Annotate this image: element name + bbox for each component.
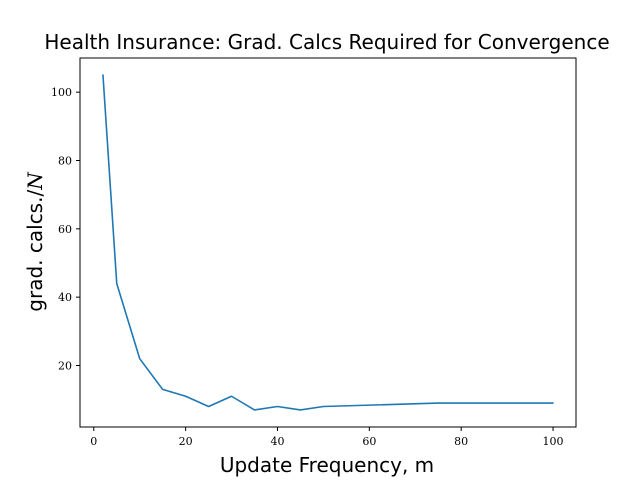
x-tick-label: 60 (362, 435, 376, 448)
x-tick-label: 0 (90, 435, 97, 448)
y-axis: 20 40 60 80 100 (51, 86, 80, 373)
y-tick-label: 60 (58, 223, 72, 236)
y-axis-label-prefix: grad. calcs./ (23, 190, 47, 312)
series-line-0 (102, 74, 554, 411)
y-tick-label: 20 (58, 360, 72, 373)
x-tick-label: 100 (543, 435, 564, 448)
chart-title: Health Insurance: Grad. Calcs Required f… (44, 30, 609, 54)
plot-frame (79, 57, 577, 428)
y-tick-label: 40 (58, 291, 72, 304)
x-tick-label: 80 (454, 435, 468, 448)
y-axis-label: grad. calcs./N (23, 171, 47, 312)
x-axis-label: Update Frequency, m (220, 453, 434, 477)
x-axis: 0 20 40 60 80 100 (90, 427, 564, 448)
y-tick-label: 100 (51, 86, 72, 99)
x-tick-label: 20 (179, 435, 193, 448)
y-tick-label: 80 (58, 155, 72, 168)
y-axis-label-variable: N (23, 171, 47, 191)
x-tick-label: 40 (270, 435, 284, 448)
plot-area (102, 74, 554, 411)
